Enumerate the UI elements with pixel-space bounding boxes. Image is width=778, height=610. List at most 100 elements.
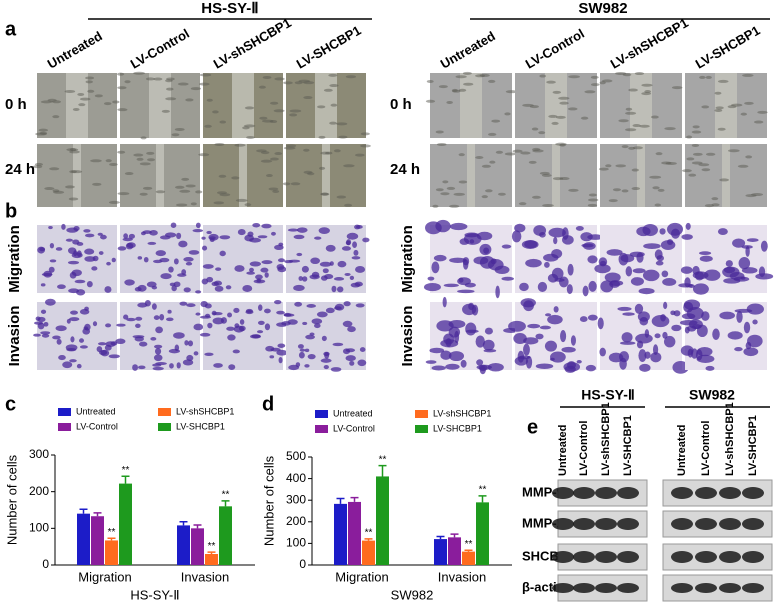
stained-cell [249,261,262,267]
stained-cell [638,287,655,295]
lane-label: LV-Control [700,421,712,476]
stained-cell [343,301,351,307]
stained-cell [209,237,215,243]
y-tick-label: 0 [299,557,306,571]
stained-cell [636,252,644,263]
wound-gap [637,144,645,207]
row-label: Migration [6,225,23,293]
stained-cell [575,225,584,231]
stained-cell [97,232,103,236]
column-label: Untreated [438,28,498,71]
stained-cell [288,259,301,263]
stained-cell [193,323,204,331]
stained-cell [92,255,99,262]
cell [112,100,120,104]
legend-swatch [158,423,171,431]
stained-cell [252,222,261,228]
stained-cell [345,240,351,246]
stained-cell [547,314,563,325]
cell [175,203,188,207]
stained-cell [560,330,567,343]
stained-cell [588,280,597,292]
cell [552,177,564,181]
wound-gap [545,73,567,138]
stained-cell [294,301,303,307]
cell [47,98,57,102]
cell [49,167,60,171]
stained-cell [298,276,303,281]
bar [219,506,232,565]
stained-cell [34,321,44,325]
stained-cell [341,246,352,251]
cell [621,189,629,193]
stained-cell [484,327,493,335]
stained-cell [302,321,308,326]
cell [53,190,65,194]
stained-cell [553,306,559,313]
stained-cell [337,260,347,268]
cell [568,188,579,192]
stained-cell [199,332,211,337]
stained-cell [283,312,292,317]
stained-cell [319,261,332,267]
cell [475,156,484,160]
cell [664,127,676,131]
stained-cell [320,275,328,281]
cell [539,74,547,78]
column-label: LV-shSHCBP1 [608,15,691,72]
legend-label: LV-Control [333,423,375,433]
cell [463,82,474,86]
cell [338,135,348,139]
stained-cell [604,272,621,283]
bar [476,502,489,565]
cell [283,146,296,150]
cell [181,177,190,181]
lane-label: LV-shSHCBP1 [600,402,612,476]
blot-band [595,551,617,563]
stained-cell [246,271,255,275]
stained-cell [533,225,547,236]
stained-cell [274,300,282,305]
cell [425,99,436,103]
stained-cell [258,304,263,311]
stained-cell [233,307,240,313]
cell [714,91,722,95]
error-bar [193,524,202,529]
stained-cell [638,349,647,363]
stained-cell [91,266,98,271]
error-bar [79,508,88,514]
stained-cell [277,258,285,263]
blot-band [719,551,741,563]
stained-cell [49,259,57,263]
panel-letter: e [527,416,538,438]
stained-cell [429,347,445,354]
cell [654,203,662,207]
bar [105,540,118,565]
cell [139,192,148,196]
cell [65,185,75,189]
cell [87,89,95,93]
cell [290,182,301,186]
stained-cell [523,343,530,356]
stained-cell [76,363,82,369]
stained-cell [435,219,451,233]
bar [177,525,190,565]
stained-cell [703,269,721,281]
stained-cell [195,222,201,229]
cell [140,136,147,140]
significance-mark: ** [208,541,216,552]
stained-cell [234,265,245,272]
cell [671,86,683,90]
stained-cell [617,306,632,311]
cell [641,92,652,96]
x-axis-label: SW982 [391,587,434,602]
cell [344,203,353,207]
bar [376,476,389,565]
stained-cell [304,348,310,353]
stained-cell [680,345,694,356]
cell [491,119,501,123]
stained-cell [71,252,83,259]
stained-cell [106,261,111,266]
bar [362,540,375,565]
stained-cell [123,233,129,239]
